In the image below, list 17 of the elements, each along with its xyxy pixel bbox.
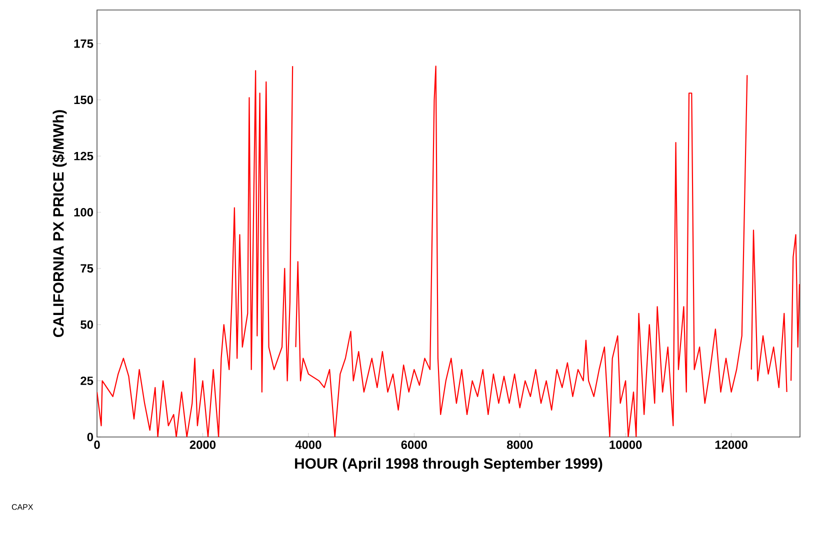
y-tick-label: 125 [74,152,94,160]
x-tick-label: 6000 [401,440,427,449]
x-tick-label: 8000 [506,440,533,449]
y-tick-label: 0 [87,432,93,442]
x-tick-label: 10000 [610,440,642,449]
x-axis-title: HOUR (April 1998 through September 1999) [295,458,602,472]
x-tick-label: 4000 [295,440,322,449]
x-tick-label: 2000 [190,440,216,449]
y-tick-label: 150 [74,96,93,104]
y-axis-title: CALIFORNIA PX PRICE ($/MWh) [52,110,67,338]
y-tick-label: 100 [74,208,93,216]
y-tick-label: 175 [74,40,94,48]
x-tick-label: 12000 [715,440,748,449]
y-tick-label: 75 [80,264,94,273]
y-tick-label: 25 [80,376,94,386]
x-tick-label: 0 [94,440,100,449]
y-tick-label: 50 [80,320,93,329]
